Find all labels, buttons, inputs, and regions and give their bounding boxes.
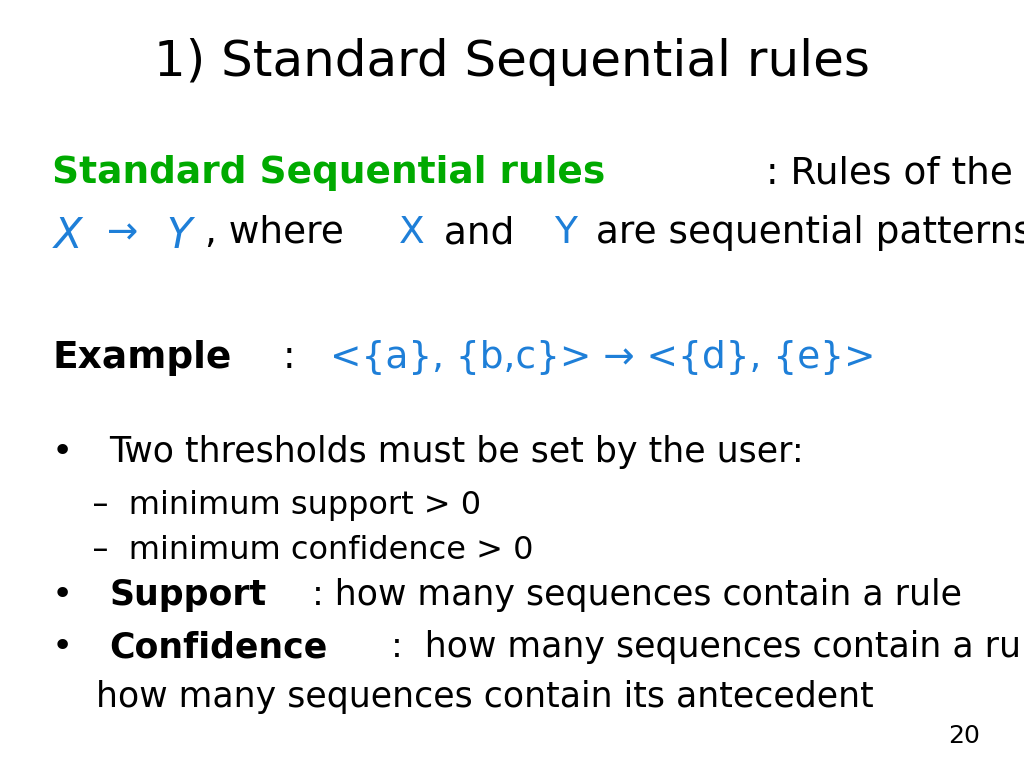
Text: •: • xyxy=(52,578,96,612)
Text: –  minimum support > 0: – minimum support > 0 xyxy=(52,490,481,521)
Text: <{a}, {b,c}> → <{d}, {e}>: <{a}, {b,c}> → <{d}, {e}> xyxy=(331,340,876,376)
Text: , where: , where xyxy=(205,215,355,251)
Text: Y: Y xyxy=(554,215,577,251)
Text: →: → xyxy=(94,215,150,251)
Text: Example: Example xyxy=(52,340,231,376)
Text: Standard Sequential rules: Standard Sequential rules xyxy=(52,155,605,191)
Text: Support: Support xyxy=(110,578,266,612)
Text: are sequential patterns.: are sequential patterns. xyxy=(584,215,1024,251)
Text: :  how many sequences contain a rule divided by: : how many sequences contain a rule divi… xyxy=(391,630,1024,664)
Text: •: • xyxy=(52,435,96,469)
Text: how many sequences contain its antecedent: how many sequences contain its anteceden… xyxy=(52,680,873,714)
Text: X: X xyxy=(399,215,425,251)
Text: : Rules of the form: : Rules of the form xyxy=(766,155,1024,191)
Text: Two thresholds must be set by the user:: Two thresholds must be set by the user: xyxy=(110,435,804,469)
Text: and: and xyxy=(432,215,526,251)
Text: Confidence: Confidence xyxy=(110,630,328,664)
Text: –  minimum confidence > 0: – minimum confidence > 0 xyxy=(52,535,534,566)
Text: $\mathit{X}$: $\mathit{X}$ xyxy=(52,215,85,257)
Text: :: : xyxy=(284,340,319,376)
Text: : how many sequences contain a rule: : how many sequences contain a rule xyxy=(312,578,962,612)
Text: •: • xyxy=(52,630,96,664)
Text: $\mathit{Y}$: $\mathit{Y}$ xyxy=(166,215,196,257)
Text: 20: 20 xyxy=(948,724,980,748)
Text: 1) Standard Sequential rules: 1) Standard Sequential rules xyxy=(154,38,870,86)
